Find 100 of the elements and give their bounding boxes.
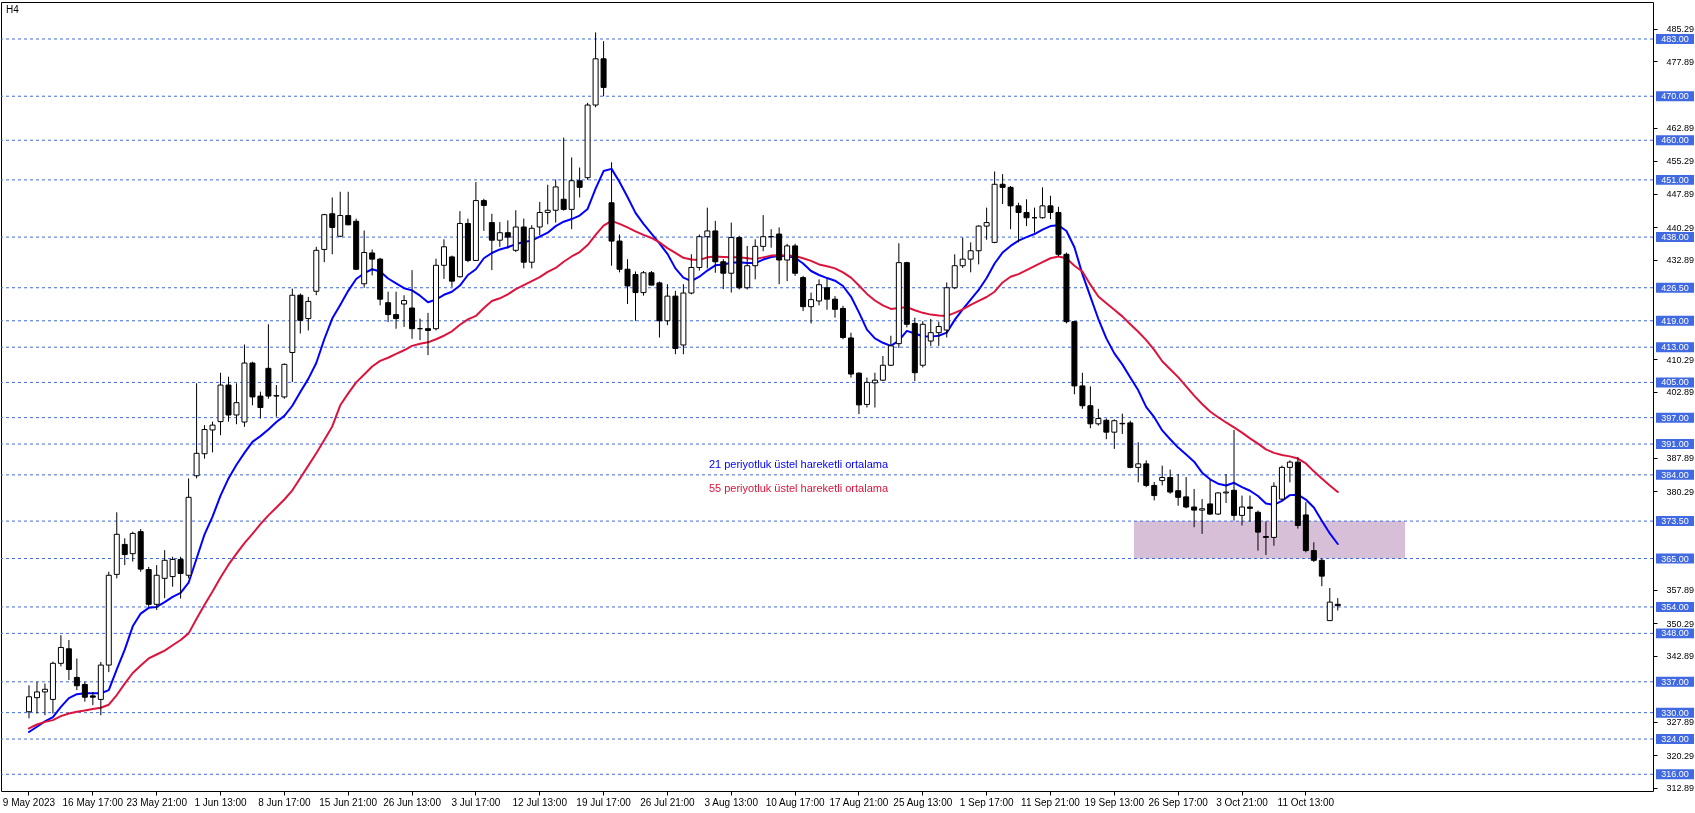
candlestick bbox=[959, 237, 966, 269]
candlestick bbox=[33, 681, 40, 715]
candlestick bbox=[337, 191, 344, 238]
text: 21 periyotluk üstel hareketli ortalama bbox=[708, 458, 889, 471]
text: 55 periyotluk üstel hareketli ortalama bbox=[708, 482, 889, 495]
candlestick bbox=[1326, 587, 1333, 622]
x-tick-label: 9 May 2023 bbox=[2, 796, 56, 808]
candlestick bbox=[1167, 469, 1174, 495]
x-tick-label: 15 Jun 21:00 bbox=[319, 796, 378, 808]
candlestick bbox=[480, 198, 487, 232]
x-tick-label: 3 Jul 17:00 bbox=[451, 796, 501, 808]
candlestick bbox=[1223, 473, 1230, 504]
candlestick bbox=[1254, 510, 1261, 552]
candlestick bbox=[1262, 521, 1269, 556]
candlestick bbox=[808, 292, 815, 324]
ref-line-label: 438.00 bbox=[1661, 232, 1689, 243]
ref-line-label: 405.00 bbox=[1661, 377, 1689, 388]
candlestick bbox=[401, 294, 408, 328]
ref-line-label: 384.00 bbox=[1661, 469, 1689, 480]
y-tick-label: 462.89 bbox=[1666, 123, 1695, 134]
y-tick-label: 432.89 bbox=[1666, 255, 1695, 266]
ref-line-label: 348.00 bbox=[1661, 628, 1689, 639]
candlestick bbox=[512, 209, 519, 253]
candlestick bbox=[65, 639, 72, 681]
candlestick bbox=[760, 214, 767, 252]
x-tick-label: 19 Jul 17:00 bbox=[576, 796, 632, 808]
ref-line-label: 460.00 bbox=[1661, 135, 1689, 146]
chart-title: H4 bbox=[6, 4, 20, 15]
candlestick bbox=[1191, 488, 1198, 528]
candlestick bbox=[1135, 441, 1142, 483]
candlestick bbox=[720, 258, 727, 290]
x-tick-label: 17 Aug 21:00 bbox=[829, 796, 889, 808]
ref-line-label: 337.00 bbox=[1661, 676, 1689, 687]
candlestick bbox=[1199, 498, 1206, 535]
candlestick bbox=[1175, 473, 1182, 507]
ref-line-label: 354.00 bbox=[1661, 601, 1689, 612]
candlestick bbox=[879, 355, 886, 382]
ref-line-label: 413.00 bbox=[1661, 342, 1689, 353]
candlestick bbox=[967, 241, 974, 273]
y-tick-label: 320.29 bbox=[1666, 750, 1695, 761]
candlestick bbox=[744, 245, 751, 291]
candlestick bbox=[1207, 479, 1214, 516]
candlestick bbox=[41, 683, 48, 716]
candlestick bbox=[951, 253, 958, 290]
candlestick bbox=[488, 213, 495, 271]
ref-line-label: 470.00 bbox=[1661, 91, 1689, 102]
ref-line-label: 324.00 bbox=[1661, 734, 1689, 745]
candlestick bbox=[329, 196, 336, 255]
y-tick-label: 440.29 bbox=[1666, 222, 1695, 233]
y-tick-label: 477.89 bbox=[1666, 56, 1695, 67]
x-tick-label: 16 May 17:00 bbox=[62, 796, 124, 808]
candlestick bbox=[81, 681, 88, 703]
candlestick bbox=[496, 221, 503, 248]
candlestick bbox=[385, 291, 392, 323]
ref-line-label: 397.00 bbox=[1661, 412, 1689, 423]
y-tick-label: 350.29 bbox=[1666, 618, 1695, 629]
x-tick-label: 3 Oct 21:00 bbox=[1216, 796, 1269, 808]
x-tick-label: 12 Jul 13:00 bbox=[512, 796, 568, 808]
y-tick-label: 312.89 bbox=[1666, 783, 1695, 794]
ref-line-label: 391.00 bbox=[1661, 439, 1689, 450]
candlestick bbox=[887, 335, 894, 367]
ref-line-label: 451.00 bbox=[1661, 174, 1689, 185]
candlestick bbox=[704, 207, 711, 269]
candlestick bbox=[1318, 558, 1325, 587]
y-tick-label: 485.29 bbox=[1666, 24, 1695, 35]
y-tick-label: 447.89 bbox=[1666, 189, 1695, 200]
candlestick bbox=[73, 657, 80, 691]
candlestick bbox=[345, 191, 352, 226]
candlestick bbox=[832, 295, 839, 319]
x-tick-label: 19 Sep 13:00 bbox=[1084, 796, 1145, 808]
candlestick bbox=[863, 377, 870, 409]
candlestick bbox=[25, 684, 32, 719]
candlestick bbox=[1111, 418, 1118, 450]
y-tick-label: 380.29 bbox=[1666, 486, 1695, 497]
x-tick-label: 1 Jun 13:00 bbox=[194, 796, 248, 808]
x-tick-label: 26 Sep 17:00 bbox=[1148, 796, 1209, 808]
candlestick bbox=[409, 269, 416, 340]
candlestick bbox=[305, 296, 312, 331]
x-tick-label: 1 Sep 17:00 bbox=[959, 796, 1015, 808]
candlestick bbox=[871, 372, 878, 409]
candlestick bbox=[121, 537, 128, 566]
candlestick bbox=[1246, 495, 1253, 523]
ref-line-label: 419.00 bbox=[1661, 315, 1689, 326]
ref-line-label: 330.00 bbox=[1661, 707, 1689, 718]
candlestick bbox=[560, 137, 567, 212]
y-tick-label: 387.89 bbox=[1666, 453, 1695, 464]
candlestick bbox=[1159, 465, 1166, 486]
y-tick-label: 327.89 bbox=[1666, 717, 1695, 728]
x-tick-label: 11 Sep 21:00 bbox=[1021, 796, 1081, 808]
candlestick bbox=[440, 238, 447, 280]
x-tick-label: 11 Oct 13:00 bbox=[1277, 796, 1335, 808]
candlestick bbox=[129, 531, 136, 563]
x-tick-label: 8 Jun 17:00 bbox=[258, 796, 311, 808]
ref-line-label: 426.50 bbox=[1661, 282, 1689, 293]
ref-line-label: 365.00 bbox=[1661, 553, 1689, 564]
candlestick bbox=[752, 238, 759, 280]
candlestick bbox=[784, 243, 791, 282]
candlestick bbox=[1215, 491, 1222, 516]
candlestick bbox=[1239, 495, 1246, 527]
candlestick bbox=[816, 278, 823, 306]
